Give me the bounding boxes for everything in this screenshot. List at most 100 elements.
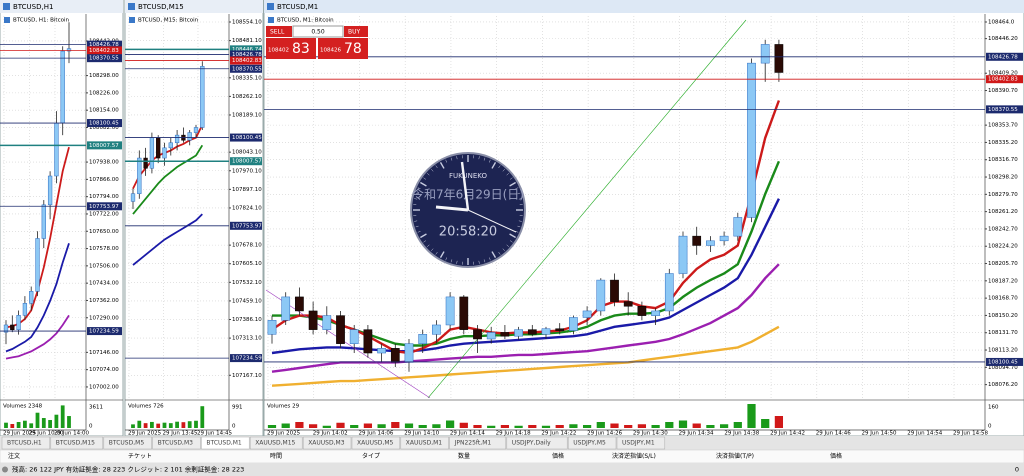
- chart-label-icon: [129, 17, 135, 23]
- chart-tab[interactable]: [249, 436, 303, 450]
- x-tick-label: 29 Jun 2025: [3, 431, 37, 437]
- volume-bar: [60, 405, 65, 428]
- chart-tab[interactable]: [506, 436, 568, 450]
- x-tick-label: 29 Jun 14:58: [953, 431, 988, 437]
- price-box: [230, 50, 262, 59]
- volume-tick-label: 160: [988, 405, 999, 411]
- chart-tab[interactable]: [567, 436, 617, 450]
- volume-bar: [377, 424, 386, 428]
- x-tick-label: 29 Jun 14:18: [496, 431, 531, 437]
- price-box: [230, 157, 262, 166]
- chart-tab[interactable]: [103, 436, 152, 450]
- price-box: [230, 354, 262, 363]
- clock-tick: [491, 251, 497, 258]
- y-tick-label: 108353.70: [988, 123, 1018, 129]
- volume-bar: [459, 422, 468, 428]
- chart-tab[interactable]: [152, 436, 201, 450]
- clock-tick: [417, 230, 421, 233]
- ask-box[interactable]: [318, 38, 368, 59]
- chart-tab[interactable]: [351, 436, 401, 450]
- chart-tab[interactable]: [1, 436, 51, 450]
- clock-tick: [420, 233, 427, 239]
- y-tick-label: 107970.10: [232, 168, 262, 174]
- clock-tick: [423, 240, 427, 243]
- moving-average: [132, 213, 203, 266]
- clock-tick: [518, 198, 522, 200]
- volume-bar: [733, 422, 742, 428]
- volume-bar: [137, 420, 142, 428]
- status-right: 0: [1015, 466, 1019, 474]
- x-tick-label: 29 Jun 14:30: [633, 431, 668, 437]
- candle-body: [130, 193, 136, 202]
- window-title-bar: [264, 0, 1024, 13]
- volume-bar: [131, 424, 135, 428]
- volume-bar: [10, 424, 15, 428]
- sell-button[interactable]: [266, 26, 292, 37]
- chart-tab[interactable]: [616, 436, 666, 450]
- clock-tick: [483, 157, 486, 161]
- y-tick-label: 108150.20: [988, 313, 1018, 319]
- chart-tab[interactable]: [50, 436, 104, 450]
- y-tick-label: 107506.00: [89, 263, 119, 269]
- column-header: 注文: [8, 452, 20, 460]
- candle-body: [10, 324, 15, 331]
- volume-bar: [651, 425, 660, 428]
- price-box-label: 108402.83: [232, 58, 262, 64]
- volume-bar: [350, 425, 359, 428]
- volume-bar: [54, 414, 59, 428]
- chart-tab[interactable]: [201, 436, 250, 450]
- volume-bar: [143, 423, 148, 428]
- lot-field[interactable]: [292, 25, 344, 38]
- candle-body: [308, 310, 318, 330]
- y-tick-label: 107866.00: [89, 177, 119, 183]
- volume-tick-label: 0: [232, 424, 236, 430]
- clock-tick: [498, 165, 501, 169]
- volume-bar: [432, 424, 441, 428]
- y-tick-label: 108043.10: [232, 150, 262, 156]
- clock-tick: [488, 159, 491, 163]
- clock-tick: [439, 251, 445, 258]
- candle-body: [664, 273, 674, 312]
- y-tick-label: 108316.70: [988, 157, 1018, 163]
- clock-tick: [456, 260, 458, 264]
- price-box: [230, 64, 262, 73]
- candle-body: [760, 44, 770, 64]
- volume-bar: [637, 424, 647, 428]
- column-header: 決済逆指値(S/L): [612, 452, 656, 460]
- volume-bar: [168, 423, 173, 428]
- clock-brand: FUKUNEKO: [449, 172, 488, 180]
- window-title: BTCUSD,M15: [138, 3, 184, 11]
- y-tick-label: 108554.10: [232, 20, 262, 26]
- chart-tab-label: BTCUSD,M15: [56, 440, 95, 447]
- y-tick-label: 108446.20: [988, 36, 1018, 42]
- clock-tick: [435, 251, 438, 255]
- chart-tab[interactable]: [449, 436, 507, 450]
- volume-bar: [541, 425, 551, 428]
- volume-bar: [4, 422, 8, 428]
- clock-tick: [498, 251, 501, 255]
- clock-hand-hour: [435, 205, 469, 212]
- x-tick-label: 29 Jun 14:26: [587, 431, 622, 437]
- bid-box[interactable]: [266, 38, 316, 59]
- window-title-bar: [125, 0, 263, 13]
- volume-bar: [200, 406, 205, 428]
- chart-tab-label: BTCUSD,H1: [7, 440, 42, 447]
- volume-bar: [678, 420, 688, 428]
- buy-button[interactable]: [344, 26, 368, 37]
- y-tick-label: 107794.00: [89, 194, 119, 200]
- column-header: 価格: [552, 452, 564, 460]
- y-tick-label: 108335.10: [232, 75, 262, 81]
- candle-body: [706, 240, 715, 246]
- x-tick-label: 29 Jun 14:38: [724, 431, 759, 437]
- chart-tab[interactable]: [400, 436, 449, 450]
- y-tick-label: 108409.20: [988, 71, 1018, 77]
- volume-bar: [445, 420, 455, 428]
- candle-body: [596, 279, 606, 312]
- candle-body: [35, 238, 40, 292]
- volume-bar: [336, 422, 345, 428]
- clock-tick: [517, 192, 521, 195]
- chart-tab[interactable]: [302, 436, 352, 450]
- candle-body: [54, 122, 59, 177]
- y-tick-label: 107167.10: [232, 373, 262, 379]
- candle-body: [143, 157, 148, 169]
